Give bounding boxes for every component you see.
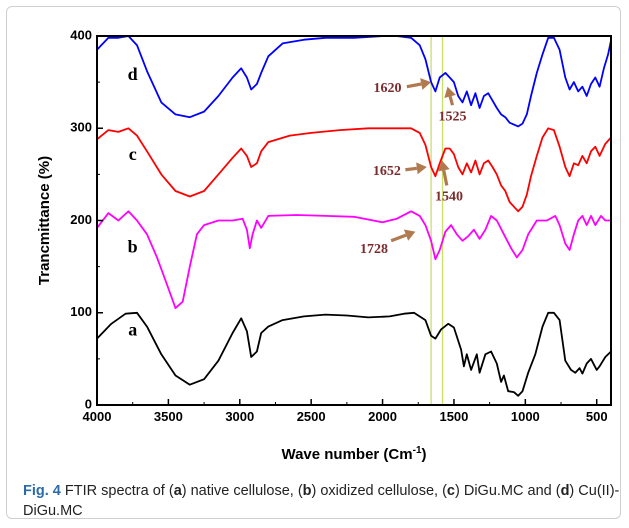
series-d-line <box>96 35 612 128</box>
annotation-label-1525: 1525 <box>439 109 467 124</box>
annotation-label-1652: 1652 <box>373 164 401 179</box>
annotation-arrow-shaft-1620 <box>406 82 422 89</box>
x-tick-label-2500: 2500 <box>297 409 326 424</box>
plot-frame <box>96 35 612 406</box>
y-tick-label-200: 200 <box>70 212 92 227</box>
caption-part: ) Cu(II)-DiGu.MC <box>23 483 620 519</box>
series-b-line <box>96 210 611 309</box>
x-axis-label: Wave number (Cm-1) <box>281 445 426 463</box>
caption-part: d <box>560 483 570 499</box>
x-tick-label-3000: 3000 <box>225 409 254 424</box>
series-b-label: b <box>128 236 138 256</box>
figure-caption: Fig. 4 FTIR spectra of (a) native cellul… <box>23 481 621 521</box>
annotation-arrow-head-1728 <box>403 229 416 241</box>
x-tick-label-4000: 4000 <box>83 409 112 424</box>
caption-part: c <box>446 483 455 499</box>
series-a-line <box>96 311 612 397</box>
series-a-label: a <box>128 319 137 339</box>
x-tick-label-500: 500 <box>586 409 608 424</box>
annotation-label-1728: 1728 <box>360 242 388 257</box>
caption-part: a <box>173 483 182 499</box>
figure-number: Fig. 4 <box>23 483 61 499</box>
y-tick-label-0: 0 <box>85 396 92 411</box>
x-tick-label-2000: 2000 <box>368 409 397 424</box>
annotation-arrow-shaft-1525 <box>448 95 455 106</box>
annotation-arrow-shaft-1652 <box>405 166 418 172</box>
x-tick-label-1000: 1000 <box>511 409 540 424</box>
annotation-arrow-head-1652 <box>416 162 427 175</box>
caption-part: b <box>302 483 312 499</box>
x-tick-label-3500: 3500 <box>154 409 183 424</box>
annotation-arrow-shaft-1728 <box>390 233 407 243</box>
caption-part: FTIR spectra of ( <box>60 483 174 499</box>
series-d-label: d <box>128 64 138 84</box>
annotation-label-1620: 1620 <box>374 81 402 96</box>
annotation-arrow-head-1540 <box>437 160 450 172</box>
y-axis-label: Trancmittance (%) <box>36 156 53 285</box>
series-c-label: c <box>129 144 137 164</box>
y-tick-label-300: 300 <box>70 120 92 135</box>
y-tick-label-100: 100 <box>70 304 92 319</box>
annotation-arrow-head-1620 <box>420 78 432 90</box>
series-c-line <box>96 127 612 213</box>
caption-part: ) DiGu.MC and ( <box>455 483 561 499</box>
annotation-arrow-head-1525 <box>444 86 456 98</box>
x-tick-label-1500: 1500 <box>439 409 468 424</box>
annotation-arrow-shaft-1540 <box>442 170 449 186</box>
caption-part: ) oxidized cellulose, ( <box>311 483 447 499</box>
y-tick-label-400: 400 <box>70 27 92 42</box>
annotation-label-1540: 1540 <box>435 190 463 205</box>
caption-part: ) native cellulose, ( <box>181 483 303 499</box>
